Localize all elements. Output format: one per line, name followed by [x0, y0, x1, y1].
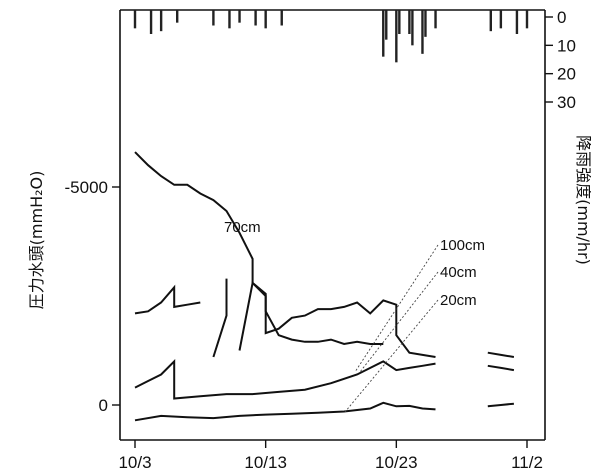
rain-bar [159, 10, 163, 32]
y-tick-label: 0 [99, 396, 108, 415]
rain-bar [212, 10, 215, 26]
series-label-leader [354, 244, 439, 373]
rain-bar [398, 10, 401, 34]
series-line-20cm [487, 402, 514, 408]
rain-bar [434, 10, 437, 29]
rain-bar [424, 10, 427, 37]
x-tick-label: 11/2 [511, 453, 543, 472]
axis-ticks: 10/3 10/13 10/23 11/2 -5000 0 0 10 20 30 [65, 8, 576, 472]
rain-bar [149, 10, 153, 34]
rain-bar [395, 10, 398, 63]
rain-bar [176, 10, 179, 23]
series-line-100cm [134, 284, 201, 315]
x-tick-label: 10/13 [244, 453, 287, 472]
x-tick-label: 10/23 [375, 453, 418, 472]
series-line-20cm [134, 401, 436, 422]
series-labels: 70cm 100cm 40cm 20cm [224, 219, 485, 413]
y2-tick-label: 30 [557, 93, 576, 112]
series-label-leader [359, 271, 439, 373]
y2-tick-label: 0 [557, 8, 566, 27]
rain-bar [499, 10, 503, 29]
plot-frame [119, 9, 546, 441]
series-line-100cm [238, 280, 436, 358]
series-label-70cm: 70cm [224, 219, 261, 236]
series-line-40cm [134, 358, 436, 400]
rain-bar [489, 10, 492, 32]
y2-tick-label: 20 [557, 65, 576, 84]
rain-bar [385, 10, 388, 40]
rain-bar [382, 10, 385, 57]
rain-bar [238, 10, 241, 23]
y2-tick-label: 10 [557, 36, 576, 55]
series-label-100cm: 100cm [440, 237, 485, 254]
series-label-leader [344, 299, 439, 413]
rain-bar [421, 10, 424, 54]
rain-bar [228, 10, 231, 29]
y-axis-title: 圧力水頭(mmH₂O) [27, 171, 46, 310]
series-lines [134, 151, 515, 422]
series-label-20cm: 20cm [440, 292, 477, 309]
rain-bar [280, 10, 283, 26]
series-line-40cm [487, 364, 515, 372]
y-tick-label: -5000 [65, 178, 108, 197]
rain-bar [525, 10, 529, 29]
series-label-40cm: 40cm [440, 264, 477, 281]
rain-bar [411, 10, 414, 46]
y2-axis-title: 降雨強度(mm/hr) [574, 135, 591, 265]
rainfall-bars [133, 10, 529, 63]
rain-bar [515, 10, 519, 34]
series-line-100cm [487, 351, 515, 358]
series-line-70cm [134, 151, 384, 346]
rain-bar [133, 10, 137, 29]
series-line-100cm [212, 278, 228, 358]
rain-bar [408, 10, 411, 34]
rain-bar [254, 10, 257, 26]
x-tick-label: 10/3 [118, 453, 151, 472]
rain-bar [264, 10, 267, 29]
